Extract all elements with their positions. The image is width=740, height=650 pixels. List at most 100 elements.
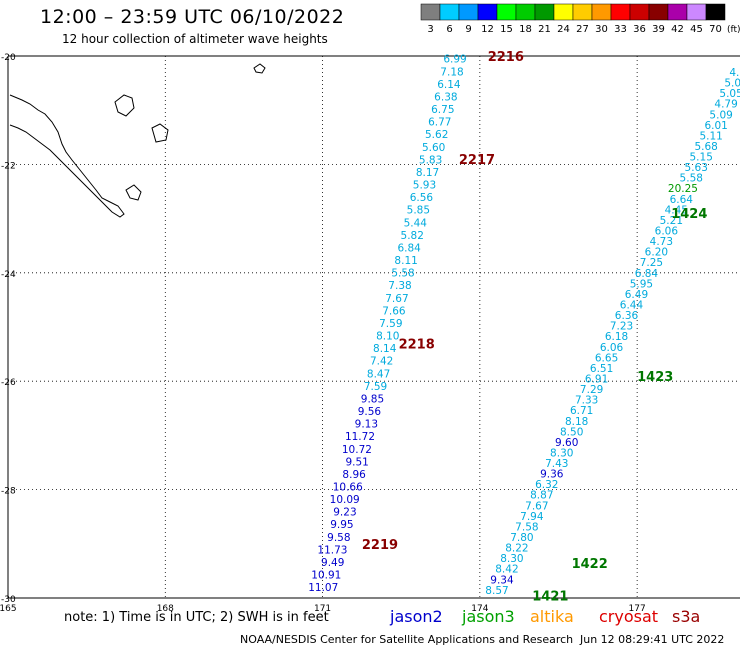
wave-height-value: 5.95 <box>630 278 653 290</box>
x-tick-label: 168 <box>157 604 174 614</box>
wave-height-value: 5.21 <box>660 215 683 227</box>
wave-height-value: 10.72 <box>342 444 372 456</box>
wave-height-value: 4.96 <box>729 67 740 79</box>
wave-height-value: 20.25 <box>668 183 698 195</box>
legend-altika: altika <box>530 607 574 626</box>
colorbar-swatch <box>667 3 688 21</box>
wave-height-value: 6.06 <box>600 342 624 354</box>
colorbar-label: 21 <box>538 24 551 35</box>
pass-time-label: 2219 <box>362 538 398 553</box>
wave-height-value: 8.96 <box>342 469 366 481</box>
wave-height-value: 10.91 <box>311 570 341 582</box>
map-grid: 165 168 171 174 177 -20 -22 -24 -26 -28 -30 <box>0 53 740 614</box>
wave-height-value: 8.18 <box>565 416 588 428</box>
wave-height-value: 5.44 <box>404 217 428 229</box>
colorbar-swatch <box>496 3 517 21</box>
wave-height-value: 5.15 <box>690 152 713 164</box>
pass-time-label: 2217 <box>459 153 495 168</box>
credit: NOAA/NESDIS Center for Satellite Applica… <box>240 633 574 646</box>
wave-height-value: 8.50 <box>560 426 583 438</box>
wave-height-value: 6.49 <box>625 289 648 301</box>
colorbar-swatch <box>686 3 707 21</box>
colorbar-label: 3 <box>427 24 433 35</box>
colorbar-label: 36 <box>633 24 646 35</box>
wave-height-value: 5.82 <box>401 230 424 242</box>
wave-height-value: 6.91 <box>585 373 608 385</box>
wave-height-value: 8.57 <box>485 585 508 597</box>
colorbar-swatch <box>439 3 460 21</box>
wave-height-value: 7.43 <box>545 458 568 470</box>
wave-height-value: 7.66 <box>382 305 406 317</box>
x-tick-label: 165 <box>0 604 17 614</box>
wave-height-value: 10.66 <box>333 482 363 494</box>
wave-height-value: 5.58 <box>391 268 414 280</box>
colorbar-label: 6 <box>446 24 452 35</box>
pass-time-label: 1422 <box>572 557 608 572</box>
wave-height-value: 9.49 <box>321 557 344 569</box>
colorbar-swatch <box>534 3 555 21</box>
wave-height-value: 5.63 <box>685 162 708 174</box>
wave-height-value: 8.42 <box>495 564 518 576</box>
x-tick-label: 174 <box>471 604 488 614</box>
wave-height-value: 11.07 <box>308 582 338 594</box>
wave-height-value: 8.30 <box>550 447 573 459</box>
wave-height-value: 6.84 <box>635 268 659 280</box>
colorbar-label: 18 <box>519 24 532 35</box>
y-tick-label: -26 <box>1 378 16 388</box>
wave-height-value: 4.73 <box>650 236 673 248</box>
colorbar-swatch <box>477 3 498 21</box>
pass-time-label: 1421 <box>532 589 568 604</box>
wave-height-value: 6.64 <box>670 194 694 206</box>
wave-height-value: 5.83 <box>419 154 442 166</box>
legend-cryosat: cryosat <box>599 607 659 626</box>
colorbar-label: 42 <box>671 24 684 35</box>
wave-height-value: 7.80 <box>510 532 533 544</box>
legend-jason2: jason2 <box>390 607 443 626</box>
pass-time-label: 2218 <box>399 337 435 352</box>
wave-height-value: 6.51 <box>590 363 613 375</box>
wave-height-value: 6.14 <box>437 79 461 91</box>
wave-height-value: 8.87 <box>530 490 553 502</box>
wave-height-value: 5.09 <box>724 78 740 90</box>
colorbar-unit: (ft) <box>727 25 740 35</box>
wave-height-value: 9.23 <box>333 507 356 519</box>
track-points: 6.997.186.146.386.756.775.625.605.838.17… <box>308 54 740 597</box>
wave-height-value: 9.34 <box>490 574 514 586</box>
y-tick-label: -24 <box>1 270 16 280</box>
wave-height-value: 9.95 <box>330 519 353 531</box>
colorbar-label: 70 <box>709 24 722 35</box>
wave-height-value: 7.23 <box>610 321 633 333</box>
wave-height-value: 7.59 <box>379 318 402 330</box>
wave-height-value: 6.01 <box>704 120 727 132</box>
wave-height-value: 7.58 <box>515 521 538 533</box>
colorbar-label: 39 <box>652 24 665 35</box>
wave-height-value: 5.93 <box>413 180 436 192</box>
timestamp: Jun 12 08:29:41 UTC 2022 <box>580 633 725 646</box>
wave-height-value: 7.67 <box>525 500 548 512</box>
wave-height-value: 9.85 <box>361 393 384 405</box>
wave-height-value: 9.36 <box>540 469 564 481</box>
wave-height-value: 7.25 <box>640 257 663 269</box>
wave-height-value: 6.38 <box>434 91 457 103</box>
colorbar-swatch <box>648 3 669 21</box>
wave-height-value: 4.79 <box>714 99 737 111</box>
colorbar-swatch <box>591 3 612 21</box>
x-tick-label: 171 <box>314 604 331 614</box>
colorbar-label: 9 <box>465 24 471 35</box>
colorbar-swatch <box>705 3 726 21</box>
title: 12:00 – 23:59 UTC 06/10/2022 <box>40 6 345 28</box>
wave-height-value: 6.44 <box>620 300 644 312</box>
subtitle: 12 hour collection of altimeter wave hei… <box>62 32 328 46</box>
x-tick-label: 177 <box>629 604 646 614</box>
wave-height-value: 6.71 <box>570 405 593 417</box>
wave-height-value: 7.94 <box>520 511 544 523</box>
wave-height-value: 6.32 <box>535 479 558 491</box>
wave-height-value: 6.65 <box>595 352 618 364</box>
wave-height-value: 8.17 <box>416 167 439 179</box>
wave-height-value: 8.47 <box>367 368 390 380</box>
wave-height-value: 5.58 <box>680 173 703 185</box>
colorbar-label: 45 <box>690 24 703 35</box>
wave-height-value: 5.85 <box>407 205 430 217</box>
legend-s3a: s3a <box>672 607 701 626</box>
